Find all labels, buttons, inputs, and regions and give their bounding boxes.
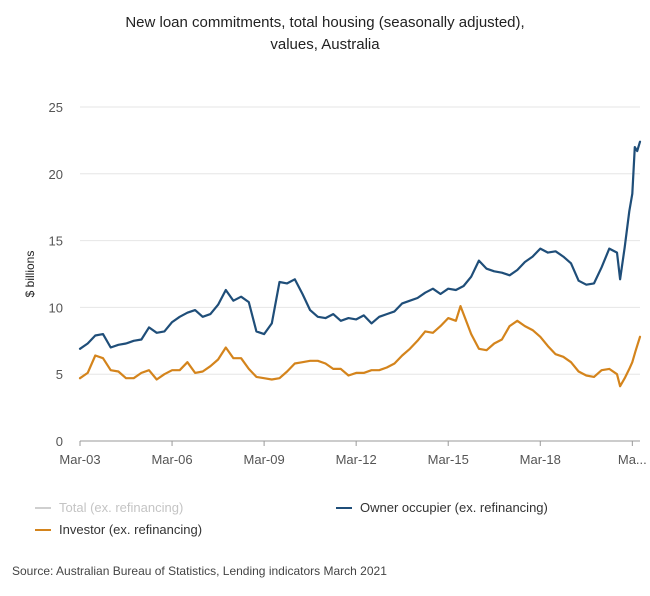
legend-item-investor[interactable]: Investor (ex. refinancing) (35, 522, 202, 537)
chart-title: New loan commitments, total housing (sea… (0, 12, 650, 56)
y-tick-label: 5 (56, 367, 63, 382)
x-axis-ticks: Mar-03 Mar-06 Mar-09 Mar-12 Mar-15 Mar-18 Ma..… (59, 441, 647, 467)
y-tick-label: 20 (49, 167, 63, 182)
legend-swatch-total (35, 506, 51, 509)
x-tick-label: Mar-03 (59, 452, 100, 467)
x-tick-label: Ma... (618, 452, 647, 467)
x-tick-label: Mar-12 (336, 452, 377, 467)
legend-swatch-investor (35, 528, 51, 531)
y-tick-label: 0 (56, 434, 63, 449)
series-line-1 (78, 140, 642, 350)
series-line-2 (78, 305, 642, 388)
y-tick-label: 25 (49, 100, 63, 115)
x-tick-label: Mar-09 (244, 452, 285, 467)
x-tick-label: Mar-18 (520, 452, 561, 467)
y-tick-label: 10 (49, 300, 63, 315)
grid-lines (80, 106, 640, 375)
legend-item-total[interactable]: Total (ex. refinancing) (35, 500, 183, 515)
x-tick-label: Mar-06 (151, 452, 192, 467)
chart-title-line-1: New loan commitments, total housing (sea… (125, 14, 525, 31)
legend-item-owner-occupier[interactable]: Owner occupier (ex. refinancing) (336, 500, 548, 515)
legend-label-total: Total (ex. refinancing) (59, 500, 184, 515)
y-axis-ticks: 0 5 10 15 20 25 (49, 100, 63, 449)
y-axis-label: $ billions (23, 251, 37, 298)
source-note: Source: Australian Bureau of Statistics,… (12, 564, 387, 578)
x-tick-label: Mar-15 (428, 452, 469, 467)
y-tick-label: 15 (49, 234, 63, 249)
legend-label-owner-occupier: Owner occupier (ex. refinancing) (360, 500, 548, 515)
legend-swatch-owner-occupier (336, 506, 352, 509)
series-lines (78, 140, 642, 388)
legend-label-investor: Investor (ex. refinancing) (59, 522, 203, 537)
chart-title-line-2: values, Australia (270, 36, 380, 53)
